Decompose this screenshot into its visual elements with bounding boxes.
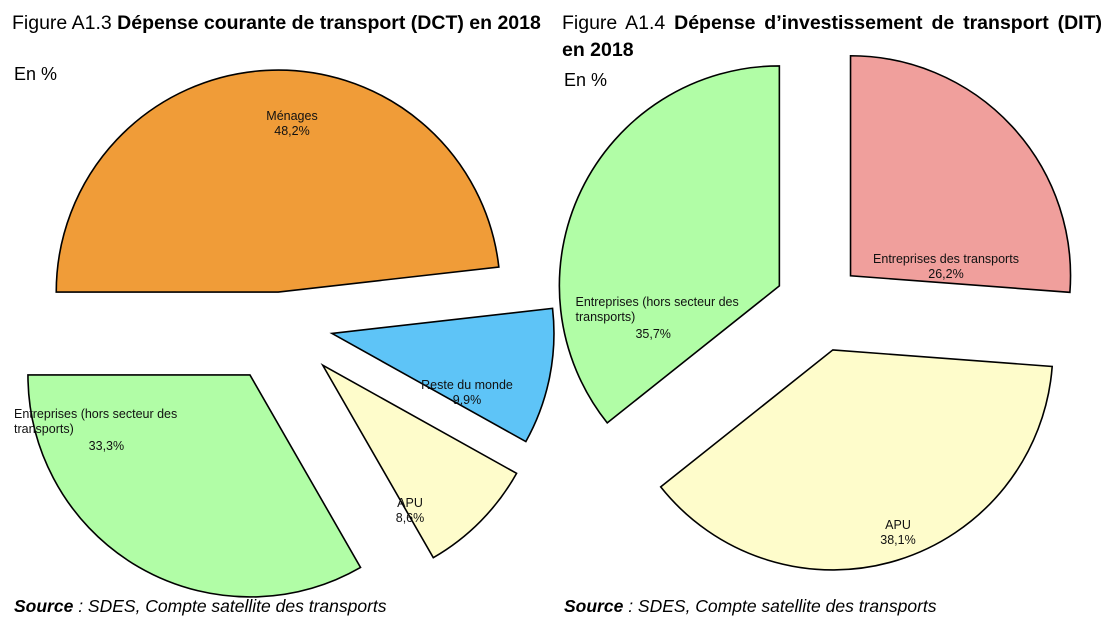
slice-value-apu: 8,6% [396,511,425,525]
source-text: : SDES, Compte satellite des transports [73,596,387,616]
figure-a1-3-title: Figure A1.3 Dépense courante de transpor… [12,10,552,37]
figure-a1-4-source: Source : SDES, Compte satellite des tran… [564,596,937,617]
pie-slice-menages [55,69,500,293]
slice-value-apu: 38,1% [880,533,915,547]
pie-slice-entreprises-hors-secteur-des-transports [558,65,781,425]
figure-a1-4-number: Figure A1.4 [562,12,666,34]
source-label: Source [564,596,624,616]
source-label: Source [14,596,74,616]
pie-slice-apu [659,349,1054,571]
slice-label-entreprises-hors-secteur-des-transports: Entreprises (hors secteur des transports) [14,407,177,436]
slice-label-entreprises-des-transports: Entreprises des transports [873,252,1019,266]
figure-a1-4-unit: En % [564,70,608,90]
slice-value-entreprises-hors-secteur-des-transports: 33,3% [89,439,124,453]
slice-value-reste-du-monde: 9,9% [453,393,482,407]
figure-a1-3-source: Source : SDES, Compte satellite des tran… [14,596,387,617]
slice-value-menages: 48,2% [274,124,309,138]
figure-a1-3-panel: Figure A1.3 Dépense courante de transpor… [12,0,557,626]
figure-a1-4-panel: Figure A1.4 Dépense d’investissement de … [558,0,1107,626]
slice-label-menages: Ménages [266,109,317,123]
slice-label-entreprises-hors-secteur-des-transports: Entreprises (hors secteur des transports) [576,295,739,324]
slice-label-apu: APU [885,518,911,532]
source-text: : SDES, Compte satellite des transports [623,596,937,616]
figure-a1-3-number: Figure A1.3 [12,12,112,34]
figure-a1-3-unit: En % [14,64,58,84]
slice-value-entreprises-des-transports: 26,2% [928,267,963,281]
slice-label-apu: APU [397,496,423,510]
figure-a1-3-title-text: Dépense courante de transport (DCT) en 2… [117,12,541,34]
pie-slice-reste-du-monde [329,307,555,443]
slice-value-entreprises-hors-secteur-des-transports: 35,7% [635,327,670,341]
pie-slice-entreprises-des-transports [849,54,1072,294]
pie-slice-apu [320,363,518,559]
slice-label-reste-du-monde: Reste du monde [421,378,513,392]
figure-a1-4-title: Figure A1.4 Dépense d’investissement de … [562,10,1102,64]
figure-a1-4-title-text: Dépense d’investissement de transport (D… [562,12,1102,61]
pie-slice-entreprises-hors-secteur-des-transports [27,374,362,598]
